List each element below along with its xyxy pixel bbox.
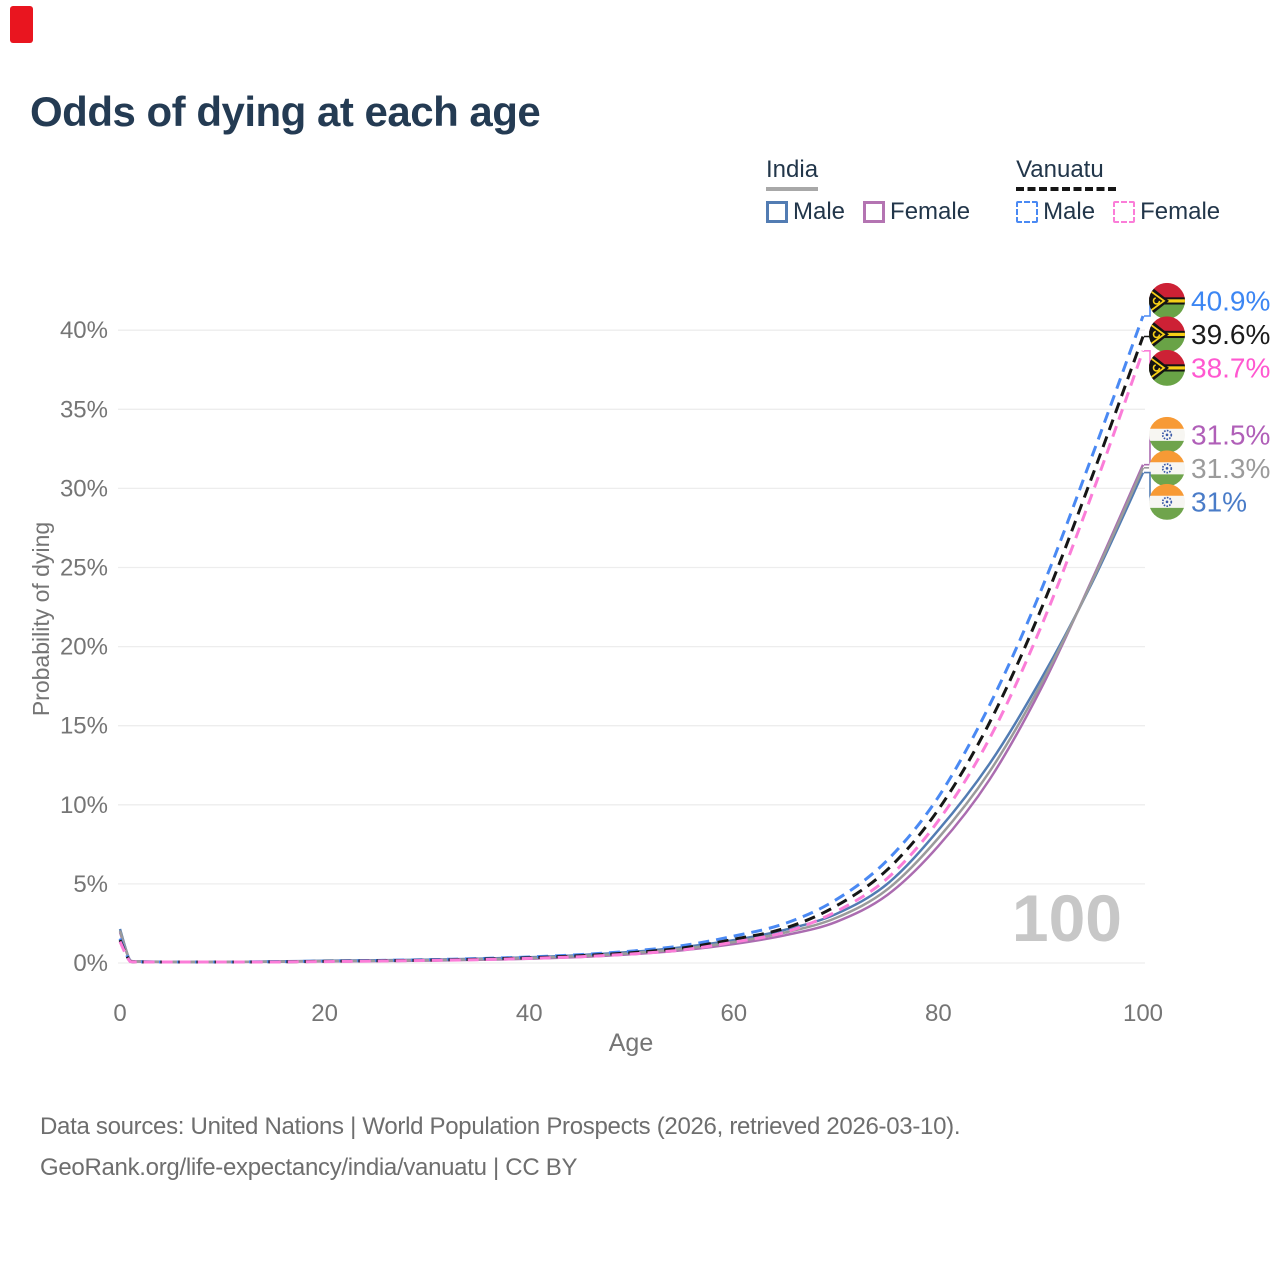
x-tick-label: 100 <box>1123 1000 1163 1027</box>
x-tick-label: 60 <box>720 1000 747 1027</box>
y-tick-label: 35% <box>60 396 108 423</box>
end-label-india-both: 31.3% <box>1191 453 1270 484</box>
legend-header-india[interactable]: India <box>766 156 819 191</box>
legend: India Male Female Vanuatu Male Female <box>766 156 1220 226</box>
legend-group-vanuatu: Vanuatu Male Female <box>1016 156 1220 226</box>
x-axis-title: Age <box>609 1029 653 1057</box>
data-sources-text: Data sources: United Nations | World Pop… <box>40 1113 961 1140</box>
y-tick-label: 40% <box>60 317 108 344</box>
vanuatu-female-swatch-icon <box>1113 201 1136 223</box>
legend-label: Female <box>1140 198 1221 225</box>
end-label-vanuatu-male: 40.9% <box>1191 285 1270 316</box>
legend-label: Male <box>793 198 846 225</box>
legend-label: Male <box>1043 198 1096 225</box>
india-male-swatch-icon <box>766 201 788 223</box>
y-tick-label: 0% <box>73 950 108 977</box>
india-female-swatch-icon <box>863 201 886 223</box>
legend-item-india-female[interactable]: Female <box>863 198 970 226</box>
x-tick-label: 0 <box>113 1000 126 1027</box>
page-title: Odds of dying at each age <box>30 88 541 135</box>
plot-area[interactable] <box>118 290 1145 963</box>
x-tick-label: 80 <box>925 1000 952 1027</box>
red-marker <box>10 6 33 43</box>
vanuatu-male-swatch-icon <box>1016 201 1039 223</box>
y-tick-label: 30% <box>60 475 108 502</box>
age-watermark: 100 <box>1012 881 1122 955</box>
x-tick-label: 20 <box>311 1000 338 1027</box>
y-axis-title: Probability of dying <box>28 522 54 716</box>
x-tick-label: 40 <box>516 1000 543 1027</box>
legend-item-vanuatu-male[interactable]: Male <box>1016 198 1095 226</box>
series-line-vanuatu-female[interactable] <box>118 350 1145 964</box>
y-tick-label: 10% <box>60 792 108 819</box>
legend-label: Female <box>890 198 971 225</box>
y-tick-label: 25% <box>60 555 108 582</box>
flag-india-icon <box>1149 483 1185 520</box>
end-label-vanuatu-both: 39.6% <box>1191 319 1270 350</box>
legend-item-vanuatu-female[interactable]: Female <box>1113 198 1220 226</box>
end-label-vanuatu-female: 38.7% <box>1191 352 1270 383</box>
y-tick-label: 20% <box>60 634 108 661</box>
y-tick-label: 5% <box>73 871 108 898</box>
legend-group-india: India Male Female <box>766 156 970 226</box>
end-label-india-male: 31% <box>1191 486 1247 517</box>
legend-header-vanuatu[interactable]: Vanuatu <box>1016 156 1116 191</box>
footer: Data sources: United Nations | World Pop… <box>40 1106 961 1188</box>
flag-india-icon <box>1149 450 1185 487</box>
flag-vanuatu-icon <box>1149 349 1185 386</box>
legend-item-india-male[interactable]: Male <box>766 198 845 226</box>
flag-vanuatu-icon <box>1149 316 1185 353</box>
attribution-text: GeoRank.org/life-expectancy/india/vanuat… <box>40 1154 578 1181</box>
flag-vanuatu-icon <box>1149 282 1185 319</box>
flag-india-icon <box>1149 416 1185 453</box>
end-label-india-female: 31.5% <box>1191 419 1270 450</box>
y-tick-label: 15% <box>60 713 108 740</box>
